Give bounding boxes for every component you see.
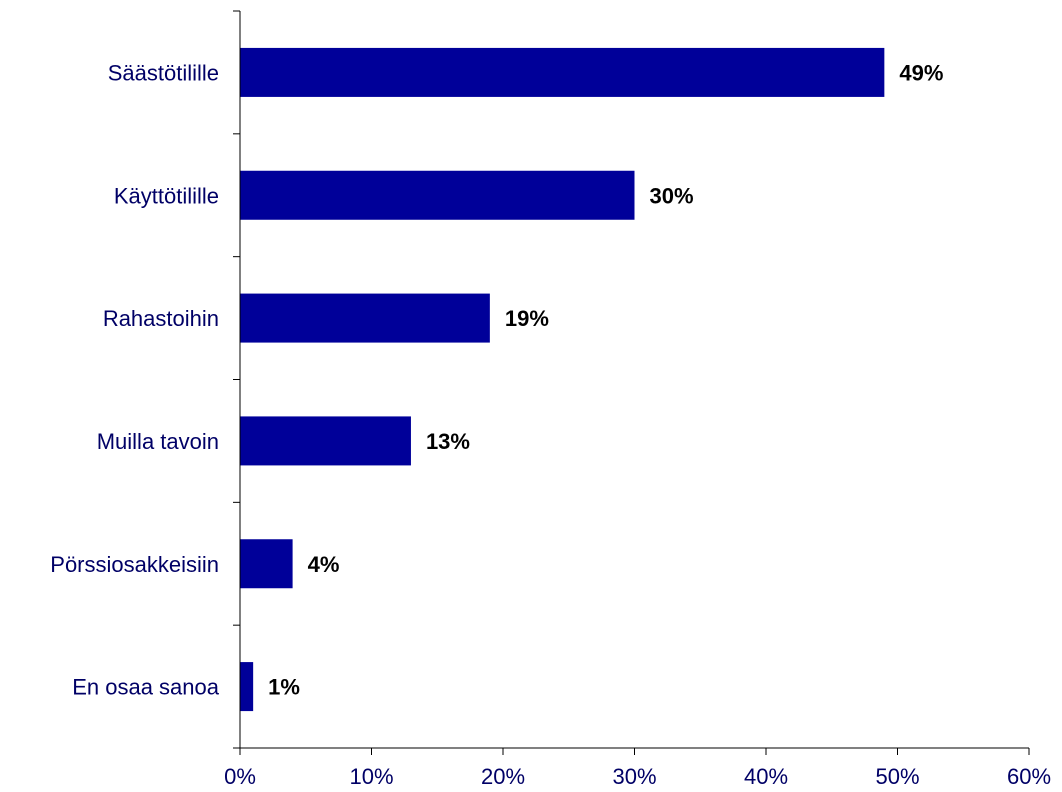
bar xyxy=(240,662,254,712)
x-tick-label: 10% xyxy=(349,764,393,789)
category-label: Pörssiosakkeisiin xyxy=(50,552,219,577)
bar xyxy=(240,539,293,589)
x-tick-label: 60% xyxy=(1007,764,1051,789)
value-label: 49% xyxy=(899,60,943,85)
value-label: 30% xyxy=(650,183,694,208)
x-tick-label: 40% xyxy=(744,764,788,789)
bars-layer xyxy=(240,47,885,712)
x-tick-label: 20% xyxy=(481,764,525,789)
labels-layer: Säästötilille 49% Käyttötilille 30% Rahastoi… xyxy=(50,60,1051,789)
category-label: Rahastoihin xyxy=(103,306,219,331)
bar xyxy=(240,47,885,97)
x-tick-label: 50% xyxy=(875,764,919,789)
value-label: 4% xyxy=(308,552,340,577)
category-label: En osaa sanoa xyxy=(72,675,220,700)
value-label: 1% xyxy=(268,675,300,700)
bar xyxy=(240,170,635,220)
x-tick-label: 0% xyxy=(224,764,256,789)
value-label: 13% xyxy=(426,429,470,454)
x-tick-label: 30% xyxy=(612,764,656,789)
category-label: Käyttötilille xyxy=(114,183,219,208)
category-label: Säästötilille xyxy=(108,60,219,85)
axis-layer xyxy=(233,10,1030,755)
bar xyxy=(240,416,411,466)
bar xyxy=(240,293,490,343)
value-label: 19% xyxy=(505,306,549,331)
category-label: Muilla tavoin xyxy=(97,429,219,454)
